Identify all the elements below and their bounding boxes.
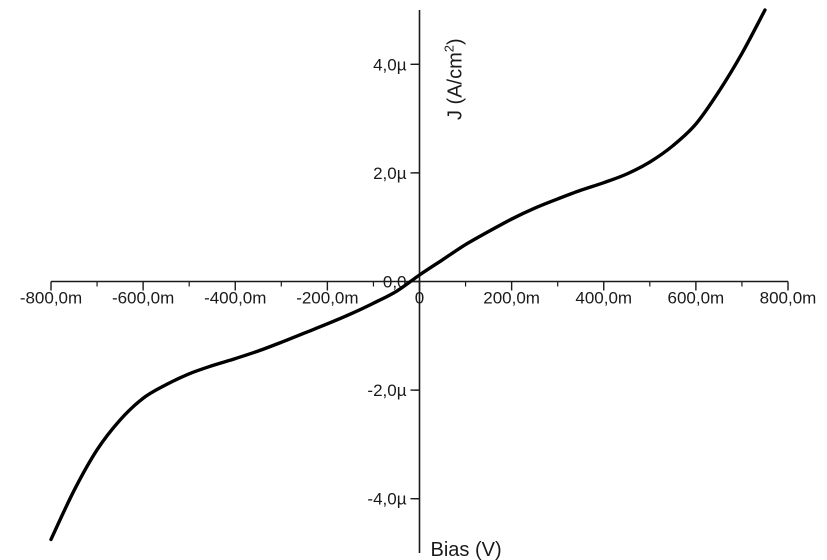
- y-tick-label: -4,0µ: [367, 490, 406, 509]
- x-tick-label: 200,0m: [483, 289, 540, 308]
- y-axis: -4,0µ-2,0µ0,02,0µ4,0µ: [367, 10, 421, 553]
- x-axis: -800,0m-600,0m-400,0m-200,0m0200,0m400,0…: [20, 280, 817, 308]
- series-line: [49, 8, 767, 542]
- x-tick-label: 600,0m: [668, 289, 725, 308]
- x-tick-label: -600,0m: [112, 289, 174, 308]
- series-layer: [49, 8, 767, 542]
- y-tick-label: 4,0µ: [373, 55, 407, 74]
- x-tick-label: -400,0m: [204, 289, 266, 308]
- y-tick-label: 2,0µ: [373, 164, 407, 183]
- x-tick-label: -800,0m: [20, 289, 82, 308]
- x-axis-title: Bias (V): [431, 539, 502, 560]
- y-tick-label: -2,0µ: [367, 381, 406, 400]
- x-tick-label: 800,0m: [760, 289, 817, 308]
- x-tick-label: -200,0m: [296, 289, 358, 308]
- y-axis-title: J (A/cm2): [442, 38, 467, 120]
- x-tick-label: 400,0m: [575, 289, 632, 308]
